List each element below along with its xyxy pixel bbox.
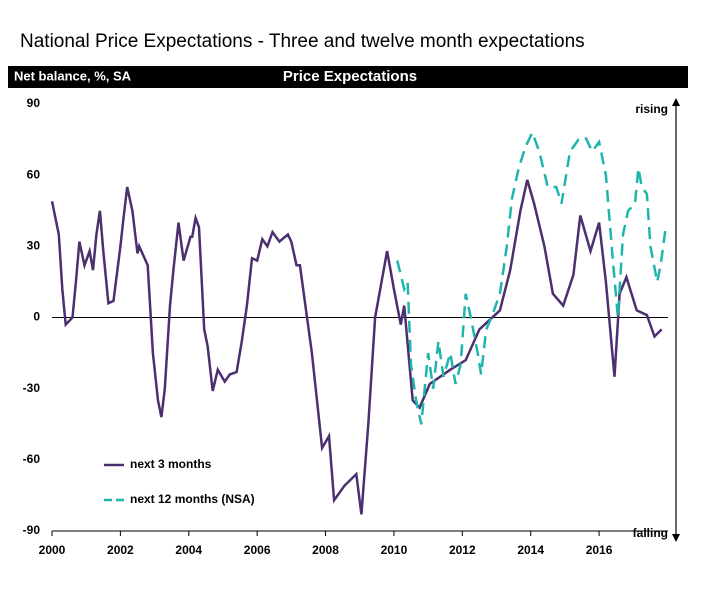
x-tick-label: 2006 <box>244 543 271 557</box>
y-tick-label: 30 <box>27 239 41 253</box>
chart-subtitle: Price Expectations <box>283 68 417 85</box>
series-line <box>50 179 663 515</box>
y-tick-label: 0 <box>33 310 40 324</box>
y-tick-label: 90 <box>27 96 41 110</box>
header-bar <box>8 66 688 88</box>
x-tick-label: 2000 <box>39 543 66 557</box>
chart-title: National Price Expectations - Three and … <box>20 31 585 52</box>
y-tick-label: -60 <box>23 452 41 466</box>
x-tick-label: 2002 <box>107 543 134 557</box>
y-tick-label: -90 <box>23 523 41 537</box>
x-tick-label: 2010 <box>381 543 408 557</box>
legend-label: next 12 months (NSA) <box>130 492 255 506</box>
y-tick-label: 60 <box>27 167 41 181</box>
y-tick-label: -30 <box>23 381 41 395</box>
series-line <box>396 129 667 425</box>
annotation: falling <box>633 526 668 540</box>
legend-label: next 3 months <box>130 457 212 471</box>
x-tick-label: 2004 <box>175 543 202 557</box>
x-tick-label: 2014 <box>517 543 544 557</box>
x-tick-label: 2016 <box>586 543 613 557</box>
x-tick-label: 2008 <box>312 543 339 557</box>
y-axis-label: Net balance, %, SA <box>14 68 132 83</box>
x-tick-label: 2012 <box>449 543 476 557</box>
annotation: rising <box>635 102 668 116</box>
